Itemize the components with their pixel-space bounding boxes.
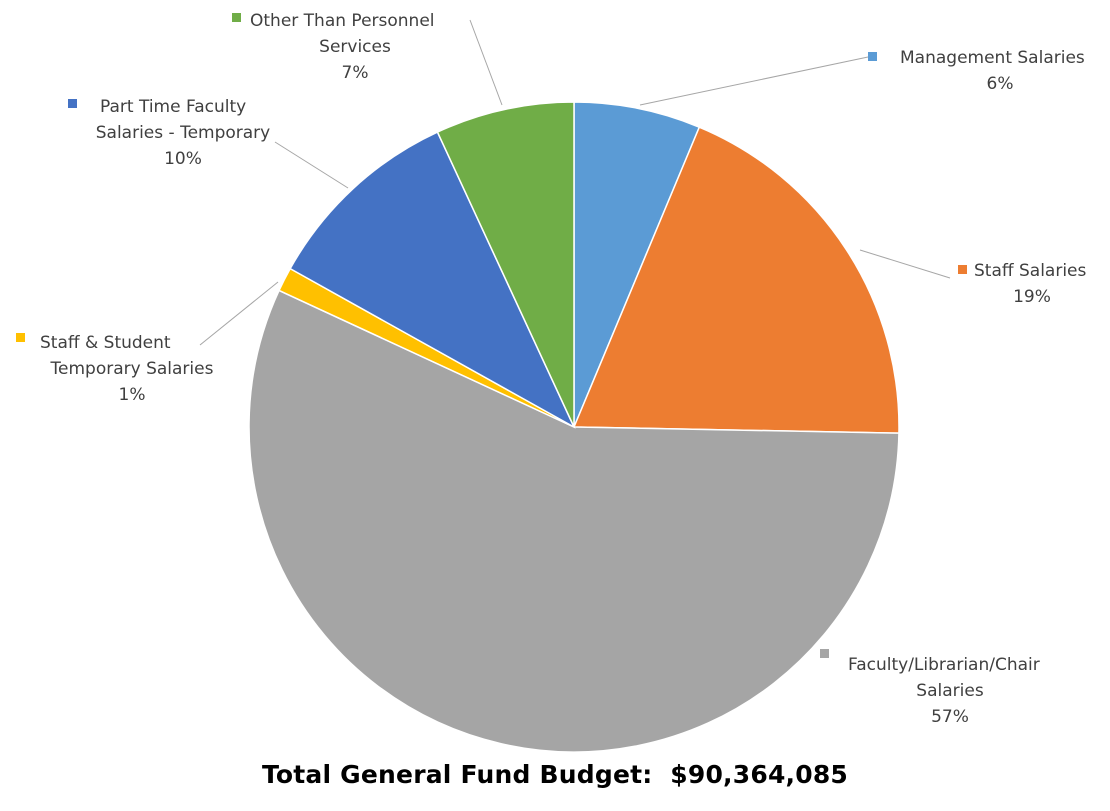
leader-line: [274, 141, 349, 189]
slice-percent-label: 7%: [342, 63, 369, 83]
leader-line: [199, 281, 279, 346]
pie-chart-svg: Management Salaries 6% Staff Salaries 19% Fa…: [16, 11, 1087, 753]
total-budget-title: Total General Fund Budget: $90,364,085: [0, 760, 1110, 789]
pie-slice-management-salaries: [573, 101, 701, 428]
legend-marker: [868, 52, 877, 61]
slice-label-text: Services: [319, 37, 391, 57]
slice-label-text: Other Than Personnel: [250, 11, 435, 31]
slice-percent-label: 10%: [164, 149, 202, 169]
legend-marker: [68, 99, 77, 108]
slice-label-text: Temporary Salaries: [50, 359, 214, 379]
leader-line: [639, 56, 869, 106]
leader-line: [859, 249, 951, 279]
slice-label-text: Staff Salaries: [974, 261, 1087, 281]
total-budget-amount: $90,364,085: [670, 760, 849, 789]
slice-label-text: Salaries - Temporary: [96, 123, 270, 143]
leader-line: [469, 19, 503, 106]
slice-label-text: Staff & Student: [40, 333, 171, 353]
slice-label-text: Part Time Faculty: [100, 97, 246, 117]
legend-marker: [958, 265, 967, 274]
slice-label-text: Faculty/Librarian/Chair: [848, 655, 1040, 675]
slice-label-text: Management Salaries: [900, 48, 1085, 68]
slice-percent-label: 19%: [1013, 287, 1051, 307]
legend-marker: [820, 649, 829, 658]
pie-slice-part-time-faculty-salaries-temporary: [289, 131, 576, 429]
legend-marker: [232, 13, 241, 22]
slice-percent-label: 6%: [987, 74, 1014, 94]
legend-marker: [16, 333, 25, 342]
slice-percent-label: 57%: [931, 707, 969, 727]
slice-percent-label: 1%: [119, 385, 146, 405]
total-budget-label: Total General Fund Budget:: [261, 760, 653, 789]
pie-slice-other-than-personnel-services: [436, 101, 575, 428]
pie-slice-faculty-librarian-chair-salaries: [248, 289, 900, 753]
pie-slice-staff-salaries: [572, 126, 900, 434]
slice-label-text: Salaries: [916, 681, 984, 701]
